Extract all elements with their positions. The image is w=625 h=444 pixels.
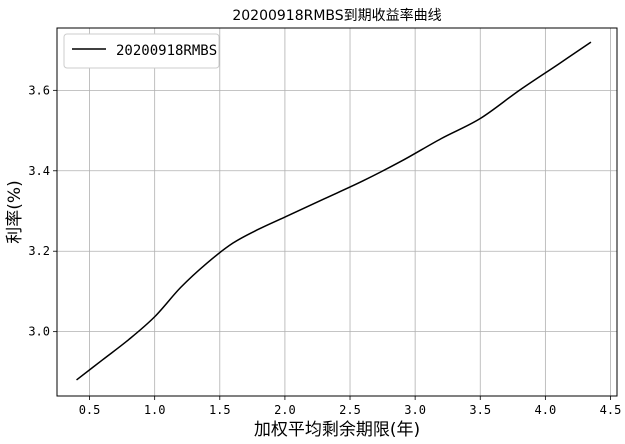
y-tick-label: 3.2 [28,244,50,258]
series-layer [76,41,592,381]
x-tick-label: 1.5 [209,403,231,417]
x-tick-label: 2.5 [339,403,361,417]
y-tick-label: 3.0 [28,325,50,339]
legend-label: 20200918RMBS [116,43,217,59]
x-tick-label: 1.0 [144,403,166,417]
y-tick-label: 3.6 [28,83,50,97]
x-tick-label: 4.5 [600,403,622,417]
x-tick-label: 2.0 [274,403,296,417]
x-axis-label: 加权平均剩余期限(年) [254,420,420,440]
series-line [76,41,592,381]
chart-title: 20200918RMBS到期收益率曲线 [232,7,441,24]
y-tick-label: 3.4 [28,164,50,178]
plot-area [56,27,618,397]
legend: 20200918RMBS [63,33,220,69]
x-tick-label: 0.5 [79,403,101,417]
grid [57,28,617,396]
y-axis-label: 利率(%) [5,180,25,243]
legend-box [63,33,220,69]
x-tick-label: 3.5 [469,403,491,417]
x-tick-label: 4.0 [535,403,557,417]
x-tick-label: 3.0 [404,403,426,417]
ticks: 0.5 1.0 1.5 2.0 2.5 3.0 3.5 4.0 4.5 3.0 3.2 3.4 3.6 [28,83,621,417]
